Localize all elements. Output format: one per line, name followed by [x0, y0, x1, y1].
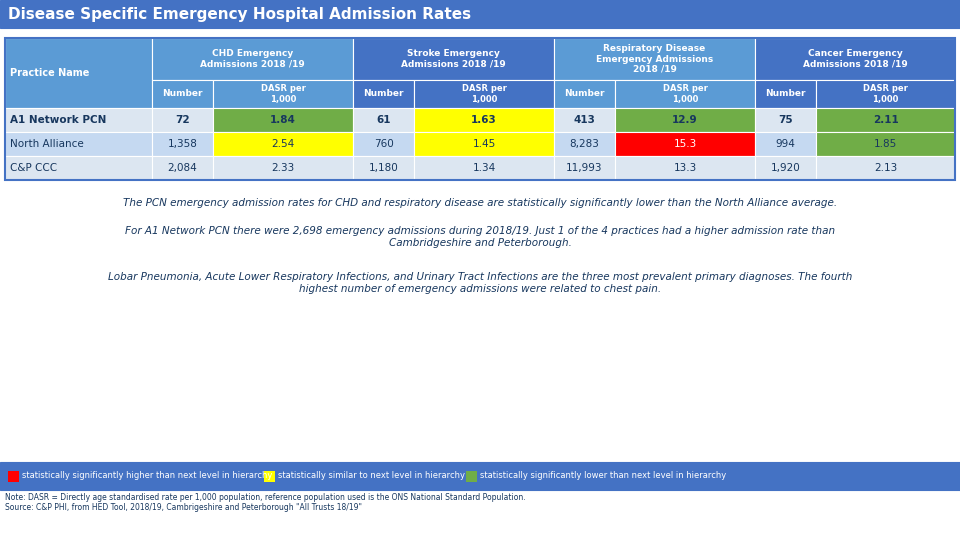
- Bar: [213, 156, 353, 180]
- Text: Note: DASR = Directly age standardised rate per 1,000 population, reference popu: Note: DASR = Directly age standardised r…: [5, 493, 526, 502]
- Text: 1.85: 1.85: [874, 139, 898, 149]
- Text: 994: 994: [776, 139, 796, 149]
- Text: CHD Emergency
Admissions 2018 /19: CHD Emergency Admissions 2018 /19: [200, 49, 305, 69]
- Bar: [353, 38, 554, 80]
- Bar: [615, 80, 755, 108]
- Bar: [816, 108, 955, 132]
- Text: 75: 75: [779, 115, 793, 125]
- Bar: [5, 108, 152, 132]
- Text: 12.9: 12.9: [672, 115, 698, 125]
- Bar: [816, 132, 955, 156]
- Text: Number: Number: [564, 90, 605, 98]
- Bar: [554, 80, 615, 108]
- Text: Lobar Pneumonia, Acute Lower Respiratory Infections, and Urinary Tract Infection: Lobar Pneumonia, Acute Lower Respiratory…: [108, 272, 852, 294]
- Text: Respiratory Disease
Emergency Admissions
2018 /19: Respiratory Disease Emergency Admissions…: [596, 44, 713, 74]
- Text: A1 Network PCN: A1 Network PCN: [10, 115, 107, 125]
- Bar: [152, 132, 213, 156]
- Bar: [755, 132, 816, 156]
- Text: DASR per
1,000: DASR per 1,000: [462, 84, 507, 104]
- Bar: [5, 156, 152, 180]
- Bar: [554, 132, 615, 156]
- Text: 15.3: 15.3: [673, 139, 697, 149]
- Text: 2,084: 2,084: [168, 163, 198, 173]
- Text: 1.45: 1.45: [472, 139, 495, 149]
- Bar: [152, 80, 213, 108]
- Bar: [353, 156, 414, 180]
- Text: 2.11: 2.11: [873, 115, 899, 125]
- Bar: [414, 132, 554, 156]
- Text: DASR per
1,000: DASR per 1,000: [260, 84, 305, 104]
- Text: For A1 Network PCN there were 2,698 emergency admissions during 2018/19. Just 1 : For A1 Network PCN there were 2,698 emer…: [125, 226, 835, 248]
- Bar: [152, 38, 353, 80]
- Bar: [615, 132, 755, 156]
- Text: Cancer Emergency
Admissions 2018 /19: Cancer Emergency Admissions 2018 /19: [803, 49, 907, 69]
- Text: North Alliance: North Alliance: [10, 139, 84, 149]
- Text: 2.13: 2.13: [874, 163, 898, 173]
- Text: The PCN emergency admission rates for CHD and respiratory disease are statistica: The PCN emergency admission rates for CH…: [123, 198, 837, 208]
- Bar: [8, 470, 19, 482]
- Bar: [353, 108, 414, 132]
- Text: 11,993: 11,993: [566, 163, 603, 173]
- Text: 413: 413: [573, 115, 595, 125]
- Text: 1.84: 1.84: [270, 115, 296, 125]
- Text: 72: 72: [175, 115, 190, 125]
- Text: DASR per
1,000: DASR per 1,000: [662, 84, 708, 104]
- Text: 760: 760: [373, 139, 394, 149]
- Text: 2.54: 2.54: [272, 139, 295, 149]
- Text: C&P CCC: C&P CCC: [10, 163, 58, 173]
- Text: 2.33: 2.33: [272, 163, 295, 173]
- Text: statistically similar to next level in hierarchy: statistically similar to next level in h…: [277, 471, 465, 481]
- Bar: [5, 38, 152, 108]
- Text: statistically significantly lower than next level in hierarchy: statistically significantly lower than n…: [480, 471, 727, 481]
- Bar: [5, 38, 955, 180]
- Bar: [554, 108, 615, 132]
- Bar: [213, 80, 353, 108]
- Bar: [755, 156, 816, 180]
- Bar: [213, 108, 353, 132]
- Text: 1,920: 1,920: [771, 163, 801, 173]
- Text: 8,283: 8,283: [569, 139, 599, 149]
- Bar: [152, 108, 213, 132]
- Bar: [353, 80, 414, 108]
- Bar: [816, 156, 955, 180]
- Text: 1.63: 1.63: [471, 115, 497, 125]
- Text: Number: Number: [363, 90, 404, 98]
- Bar: [615, 156, 755, 180]
- Text: 61: 61: [376, 115, 391, 125]
- Text: Number: Number: [162, 90, 203, 98]
- Bar: [5, 132, 152, 156]
- Bar: [0, 462, 960, 490]
- Text: Stroke Emergency
Admissions 2018 /19: Stroke Emergency Admissions 2018 /19: [401, 49, 506, 69]
- Bar: [414, 156, 554, 180]
- Text: 1.34: 1.34: [472, 163, 495, 173]
- Bar: [213, 132, 353, 156]
- Text: 1,180: 1,180: [369, 163, 398, 173]
- Bar: [0, 0, 960, 28]
- Bar: [152, 156, 213, 180]
- Bar: [414, 80, 554, 108]
- Text: Practice Name: Practice Name: [10, 68, 89, 78]
- Bar: [554, 156, 615, 180]
- Bar: [615, 108, 755, 132]
- Text: Disease Specific Emergency Hospital Admission Rates: Disease Specific Emergency Hospital Admi…: [8, 6, 471, 22]
- Text: DASR per
1,000: DASR per 1,000: [863, 84, 908, 104]
- Text: 1,358: 1,358: [168, 139, 198, 149]
- Text: 13.3: 13.3: [673, 163, 697, 173]
- Text: Number: Number: [765, 90, 805, 98]
- Bar: [466, 470, 477, 482]
- Bar: [264, 470, 275, 482]
- Bar: [755, 80, 816, 108]
- Bar: [816, 80, 955, 108]
- Bar: [755, 38, 955, 80]
- Bar: [414, 108, 554, 132]
- Bar: [554, 38, 755, 80]
- Bar: [755, 108, 816, 132]
- Text: Source: C&P PHI, from HED Tool, 2018/19, Cambrigeshire and Peterborough "All Tru: Source: C&P PHI, from HED Tool, 2018/19,…: [5, 503, 362, 512]
- Text: statistically significantly higher than next level in hierarchy: statistically significantly higher than …: [22, 471, 273, 481]
- Bar: [353, 132, 414, 156]
